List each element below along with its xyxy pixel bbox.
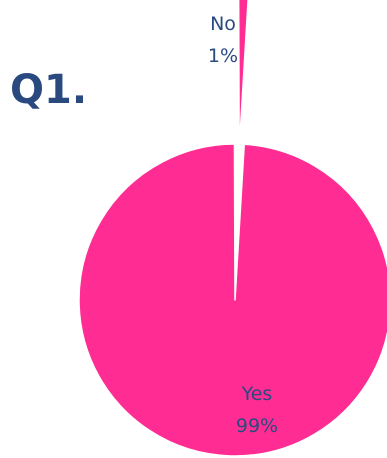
pie-slice-yes [78,143,387,457]
label-no: No 1% [208,13,238,67]
slice-label-yes-value: 99% [236,415,278,437]
slice-label-yes-name: Yes [241,383,273,405]
label-yes: Yes 99% [236,383,278,437]
pie-slices [78,0,387,457]
slice-label-no-name: No [210,13,236,35]
pie-slice-no [237,0,249,151]
question-label: Q1. [10,67,87,113]
slice-label-no-value: 1% [208,45,238,67]
